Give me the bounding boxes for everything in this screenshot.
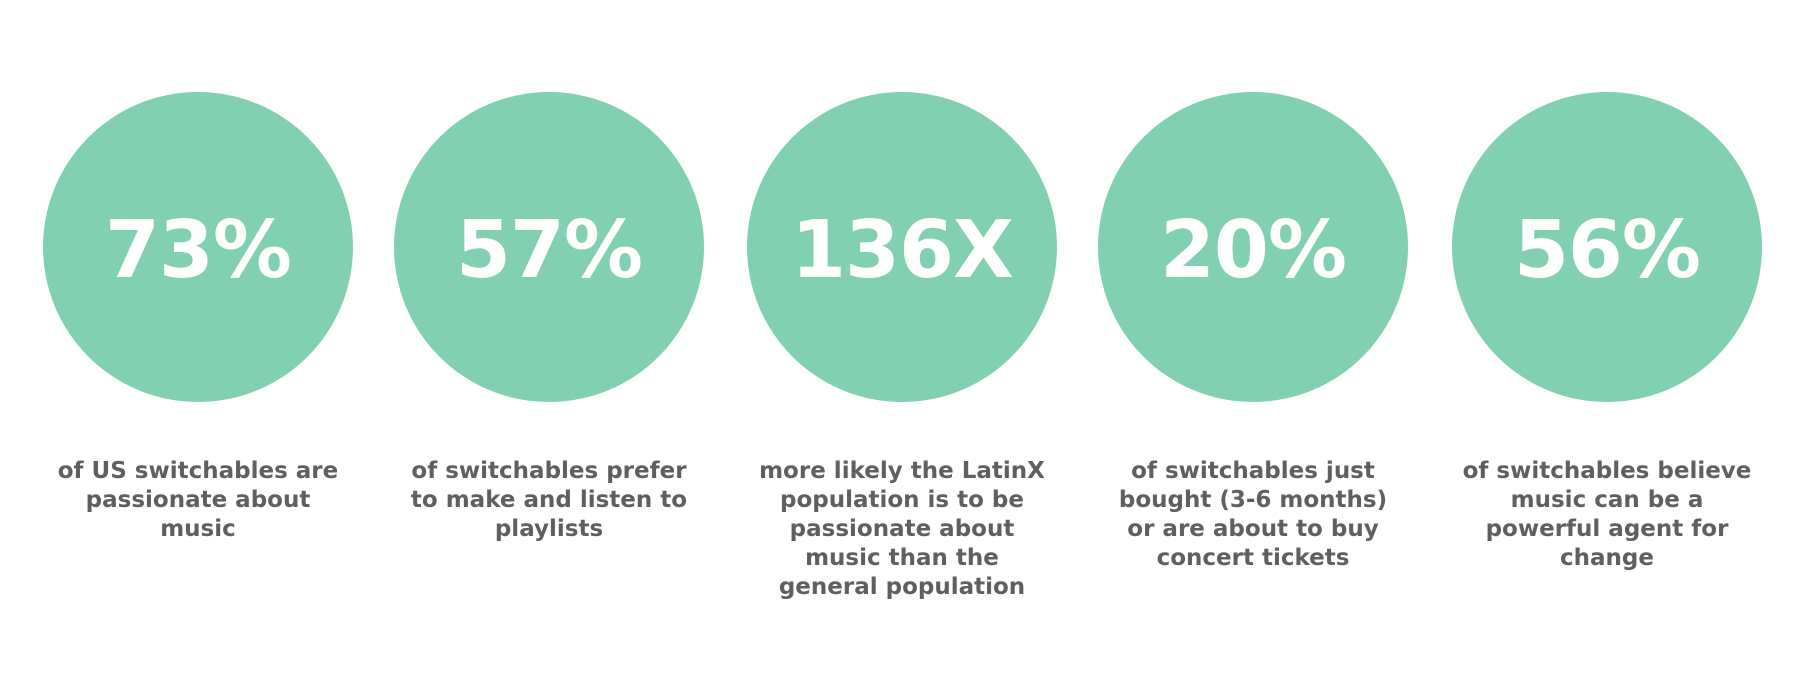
stat-card: 136X more likely the LatinX population i… xyxy=(732,92,1072,602)
stat-card: 20% of switchables just bought (3-6 mont… xyxy=(1083,92,1423,573)
stat-value: 73% xyxy=(104,203,292,296)
stat-caption: of switchables just bought (3-6 months) … xyxy=(1118,458,1388,571)
stat-circle: 73% xyxy=(43,92,353,402)
stat-card: 73% of US switchables are passionate abo… xyxy=(28,92,368,544)
stat-circle: 56% xyxy=(1452,92,1762,402)
stat-card: 56% of switchables believe music can be … xyxy=(1437,92,1777,573)
stat-caption: of US switchables are passionate about m… xyxy=(57,458,339,542)
stat-value: 56% xyxy=(1513,203,1701,296)
stat-circle: 20% xyxy=(1098,92,1408,402)
stat-card: 57% of switchables prefer to make and li… xyxy=(379,92,719,544)
stat-value: 20% xyxy=(1159,203,1347,296)
stat-circle: 136X xyxy=(747,92,1057,402)
stat-caption: of switchables believe music can be a po… xyxy=(1462,458,1752,571)
stat-value: 57% xyxy=(455,203,643,296)
stat-caption: more likely the LatinX population is to … xyxy=(759,458,1045,600)
stat-circle: 57% xyxy=(394,92,704,402)
stat-caption: of switchables prefer to make and listen… xyxy=(410,458,688,542)
stat-value: 136X xyxy=(791,203,1014,296)
